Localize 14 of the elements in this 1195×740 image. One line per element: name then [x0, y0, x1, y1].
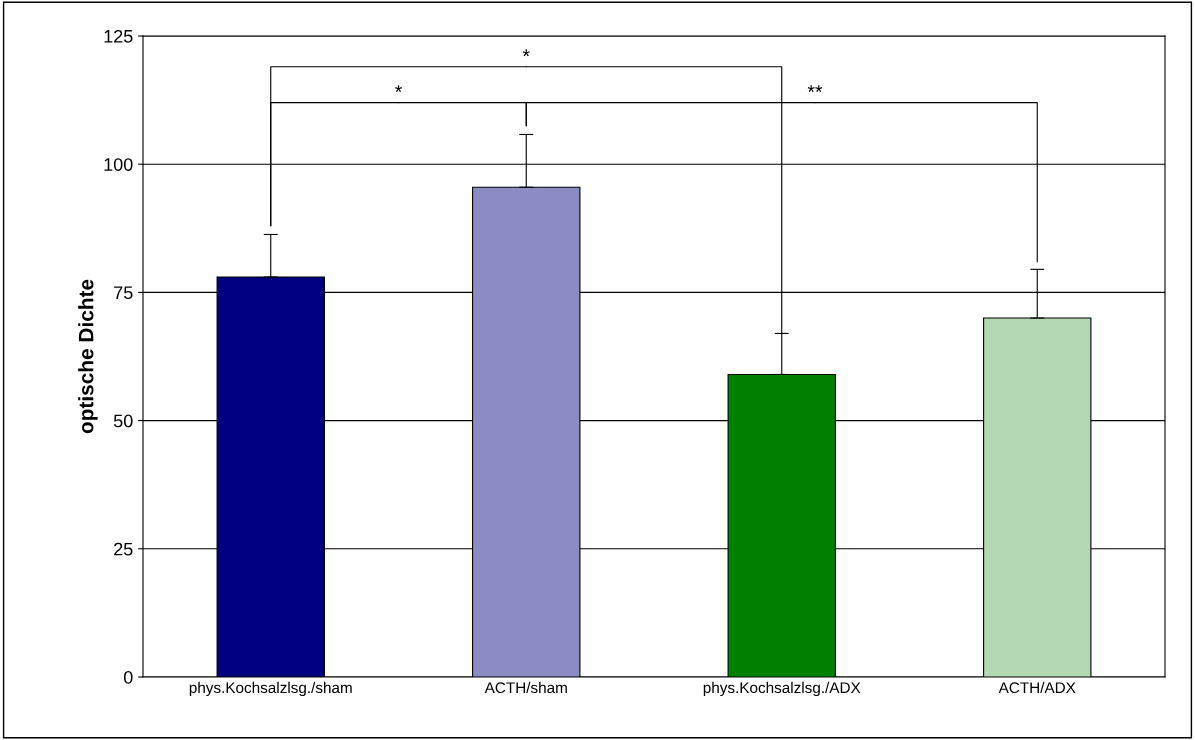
annotation: ** — [807, 85, 823, 93]
x-tick-label: phys.Kochsalzlsg./ADX — [703, 681, 861, 697]
y-tick-label: 50 — [113, 414, 133, 428]
y-tick-label: 25 — [114, 542, 133, 556]
x-tick-label: phys.Kochsalzlsg./sham — [189, 681, 352, 697]
x-tick-label: ACTH/ADX — [998, 681, 1076, 694]
annotation: * — [522, 49, 530, 57]
y-tick-label: 100 — [104, 158, 133, 171]
y-axis-title: optische Dichte — [78, 279, 98, 434]
x-tick-label: ACTH/sham — [484, 681, 567, 694]
y-tick-label: 75 — [114, 286, 133, 300]
y-tick-label: 125 — [104, 29, 133, 43]
annotation: * — [395, 85, 402, 93]
y-tick-label: 0 — [123, 670, 133, 684]
